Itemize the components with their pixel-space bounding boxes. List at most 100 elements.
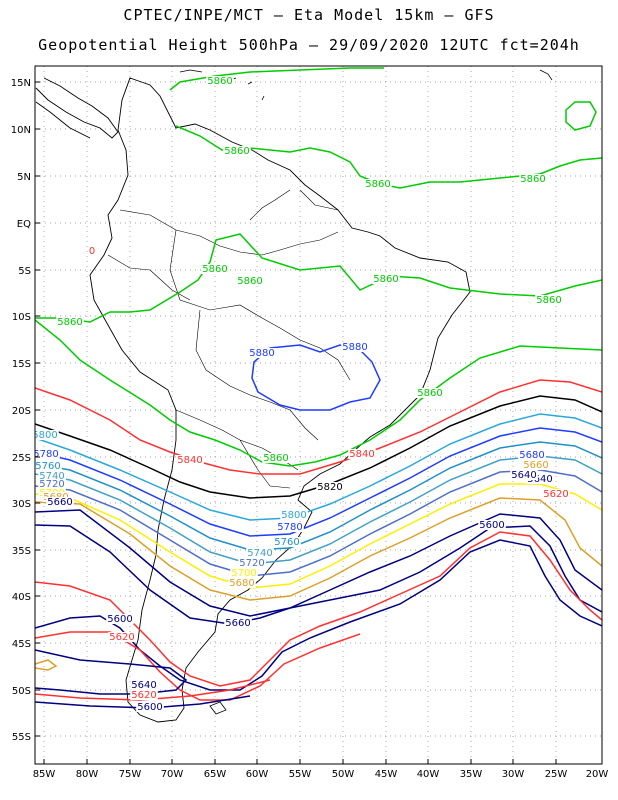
- contour-label: 5680: [519, 450, 544, 461]
- contour-label: 0: [89, 246, 95, 257]
- lon-label: 30W: [502, 769, 525, 780]
- contour-labels: 5860 5860 5860 5860 5860 5860 5860 5860 5860 5860…: [32, 76, 570, 713]
- contour-label: 5640: [511, 470, 536, 481]
- contour-label: 5620: [543, 489, 568, 500]
- contour-5860-west: [35, 319, 602, 467]
- contour-label: 5720: [239, 558, 264, 569]
- contour-label: 5700: [231, 568, 256, 579]
- contour-5660: [35, 509, 602, 617]
- contour-5800: [35, 413, 602, 521]
- contour-label-bg: [280, 510, 308, 520]
- contour-label: 5860: [417, 388, 442, 399]
- contour-label: 5800: [281, 510, 306, 521]
- contour-label-bg: [38, 479, 66, 489]
- contour-label-bg: [201, 264, 229, 274]
- lon-label: 85W: [33, 769, 56, 780]
- contour-5760: [35, 441, 602, 551]
- lon-label: 65W: [204, 769, 227, 780]
- lat-label: 5N: [17, 172, 31, 183]
- contour-label: 5800: [32, 430, 57, 441]
- contour-label: 5620: [131, 690, 156, 701]
- lon-label: 20W: [586, 769, 609, 780]
- contour-label-bg: [206, 76, 234, 86]
- contour-small-loop: [35, 659, 58, 671]
- lat-label: 30S: [12, 499, 31, 510]
- contour-label: 5840: [177, 455, 202, 466]
- lat-label: 45S: [12, 639, 31, 650]
- contour-label: 5840: [349, 449, 374, 460]
- caribbean-islands: [179, 69, 553, 101]
- contour-5620-deep: [35, 679, 271, 701]
- contour-5860-south: [35, 233, 602, 323]
- contour-label-bg: [478, 520, 506, 530]
- contour-label-bg: [519, 174, 547, 184]
- contour-label-bg: [35, 461, 62, 471]
- contour-label: 5720: [39, 479, 64, 490]
- lon-label: 75W: [119, 769, 142, 780]
- contour-5620-south: [35, 631, 361, 701]
- contour-label: 5660: [523, 460, 548, 471]
- contour-label-bg: [535, 295, 563, 305]
- lat-label: 10N: [11, 125, 31, 136]
- contour-label: 5640: [131, 680, 156, 691]
- contour-label: 5680: [229, 578, 254, 589]
- longitude-labels: 85W 80W 75W 70W 65W 60W 55W 50W 45W 40W …: [33, 769, 609, 780]
- contour-5620: [35, 531, 602, 687]
- lat-label: 5S: [18, 266, 31, 277]
- contour-label: 5860: [365, 179, 390, 190]
- lat-label: 35S: [12, 546, 31, 557]
- lat-label: 25S: [12, 453, 31, 464]
- contour-label: 5880: [249, 348, 274, 359]
- contour-label-bg: [38, 471, 66, 481]
- lat-label: 50S: [12, 686, 31, 697]
- graticule: [35, 66, 602, 764]
- contour-label: 5860: [237, 276, 262, 287]
- contour-label-bg: [364, 179, 392, 189]
- contour-label: 5860: [536, 295, 561, 306]
- contour-label-bg: [522, 460, 550, 470]
- lat-label: 10S: [12, 312, 31, 323]
- lat-label: 55S: [12, 732, 31, 743]
- central-america-coastline: [35, 77, 119, 139]
- contour-label-bg: [542, 489, 570, 499]
- contour-label-bg: [46, 497, 74, 507]
- lon-label: 55W: [289, 769, 312, 780]
- contour-label: 5860: [373, 274, 398, 285]
- contour-label-bg: [108, 632, 136, 642]
- contour-label-bg: [130, 680, 158, 690]
- latitude-labels: 15N 10N 5N EQ 5S 10S 15S 20S 25S 30S 35S…: [11, 78, 31, 743]
- contour-label-bg: [224, 618, 252, 628]
- lat-label: EQ: [17, 219, 31, 230]
- contour-label: 5780: [33, 449, 58, 460]
- contour-label: 5760: [274, 537, 299, 548]
- contour-label-bg: [176, 455, 204, 465]
- contour-5880: [251, 344, 381, 411]
- contour-label: 5740: [39, 471, 64, 482]
- contour-label-bg: [526, 474, 554, 484]
- contour-5840: [35, 379, 602, 475]
- contour-label-bg: [238, 558, 266, 568]
- contour-label-bg: [248, 348, 276, 358]
- contour-label-bg: [510, 470, 538, 480]
- contour-5680: [35, 497, 602, 601]
- contour-label-bg: [35, 449, 60, 459]
- contour-label: 5660: [225, 618, 250, 629]
- map-title-line1: CPTEC/INPE/MCT – Eta Model 15km – GFS: [123, 6, 495, 24]
- lat-label: 15N: [11, 78, 31, 89]
- contour-label-bg: [518, 450, 546, 460]
- contour-label: 5620: [109, 632, 134, 643]
- contour-label: 5820: [317, 482, 342, 493]
- contour-label: 5780: [277, 522, 302, 533]
- contour-label-bg: [56, 317, 84, 327]
- contour-label: 5660: [47, 497, 72, 508]
- contour-label: 5860: [263, 453, 288, 464]
- falklands: [209, 701, 227, 715]
- lat-label: 20S: [12, 406, 31, 417]
- contour-label-bg: [87, 246, 97, 256]
- map-frame: [34, 65, 603, 765]
- contour-5640: [35, 524, 602, 625]
- contour-label-bg: [246, 548, 274, 558]
- lat-label: 40S: [12, 592, 31, 603]
- lon-label: 35W: [460, 769, 483, 780]
